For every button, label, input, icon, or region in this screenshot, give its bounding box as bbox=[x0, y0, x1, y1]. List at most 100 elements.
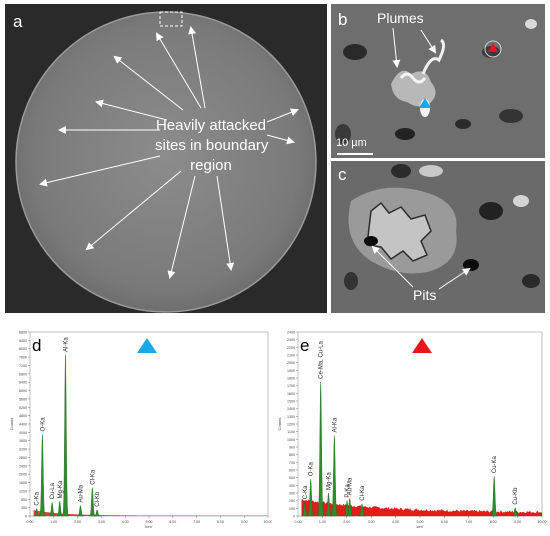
y-tick-label: 1300 bbox=[287, 415, 295, 419]
y-tick-label: 2400 bbox=[19, 464, 27, 468]
corroded-area bbox=[366, 201, 432, 262]
y-tick-label: 1200 bbox=[287, 423, 295, 427]
peak-label: Cu-Kb bbox=[513, 487, 519, 505]
y-tick-label: 1600 bbox=[19, 481, 27, 485]
surface-features bbox=[335, 19, 537, 144]
y-tick-label: 7200 bbox=[19, 364, 27, 368]
pit-arrows bbox=[371, 245, 471, 290]
y-tick-label: 4800 bbox=[19, 414, 27, 418]
x-axis-label: keV bbox=[146, 524, 153, 529]
y-tick-label: 3200 bbox=[19, 448, 27, 452]
peak-label: Mg-Ka bbox=[58, 480, 64, 498]
y-tick-label: 1000 bbox=[287, 438, 295, 442]
y-tick-label: 3600 bbox=[19, 439, 27, 443]
peak-label: Al-Ka bbox=[332, 417, 338, 432]
peak-c-ka bbox=[301, 501, 309, 517]
x-tick-label: 9.00 bbox=[241, 520, 248, 524]
peak-cl-ka bbox=[88, 487, 96, 517]
peak-label: O-Ka bbox=[40, 417, 46, 432]
y-tick-label: 700 bbox=[289, 461, 295, 465]
red-marker-ring bbox=[484, 40, 502, 58]
x-tick-label: 3.00 bbox=[368, 520, 375, 524]
panel-b-label: b bbox=[338, 10, 348, 29]
y-tick-label: 1200 bbox=[19, 489, 27, 493]
red-triangle-marker bbox=[412, 338, 432, 353]
x-tick-label: 5.00 bbox=[417, 520, 424, 524]
peak-au-ma bbox=[77, 505, 84, 517]
pits-label: Pits bbox=[413, 287, 437, 303]
peak-mg-ka bbox=[324, 492, 332, 517]
x-tick-label: 3.00 bbox=[98, 520, 105, 524]
x-tick-label: 6.00 bbox=[441, 520, 448, 524]
y-tick-label: 100 bbox=[289, 507, 295, 511]
x-tick-label: 4.00 bbox=[392, 520, 399, 524]
y-tick-label: 2200 bbox=[287, 346, 295, 350]
pit bbox=[364, 236, 378, 246]
background-continuum bbox=[33, 510, 268, 516]
y-tick-label: 1100 bbox=[287, 430, 295, 434]
y-tick-label: 4000 bbox=[19, 431, 27, 435]
x-tick-label: 0.00 bbox=[295, 520, 302, 524]
y-tick-label: 8000 bbox=[19, 347, 27, 351]
panel-b-sem-image: b Plumes 10 µm bbox=[331, 4, 545, 158]
pit bbox=[463, 259, 479, 271]
blue-triangle-marker bbox=[137, 338, 157, 353]
y-axis-label: Counts bbox=[277, 418, 282, 431]
y-tick-label: 800 bbox=[21, 498, 27, 502]
peak-label: Au-Ma bbox=[348, 477, 354, 495]
peak-label: Cu-La bbox=[50, 482, 56, 499]
y-tick-label: 7600 bbox=[19, 356, 27, 360]
y-tick-label: 1400 bbox=[287, 407, 295, 411]
y-tick-label: 200 bbox=[289, 499, 295, 503]
y-tick-label: 2300 bbox=[287, 338, 295, 342]
plume-strand bbox=[399, 72, 427, 84]
y-tick-label: 300 bbox=[289, 492, 295, 496]
peak-label: Mg-Ka bbox=[327, 472, 333, 490]
plume-arrows bbox=[392, 27, 437, 68]
annotation-heavily-attacked: Heavily attacked sites in boundary regio… bbox=[155, 117, 269, 174]
x-tick-label: 10.00 bbox=[264, 520, 273, 524]
x-tick-label: 9.00 bbox=[514, 520, 521, 524]
peak-cl-ka bbox=[358, 503, 366, 517]
x-tick-label: 10.00 bbox=[538, 520, 547, 524]
x-tick-label: 4.00 bbox=[122, 520, 129, 524]
eds-spectrum-e: 0 100 200 300 400 500 600 700 800 900 1000 1100 1200… bbox=[277, 331, 547, 530]
y-tick-label: 8800 bbox=[19, 331, 27, 335]
y-axis-label: Counts bbox=[9, 418, 14, 431]
x-tick-label: 6.00 bbox=[169, 520, 176, 524]
y-tick-label: 500 bbox=[289, 476, 295, 480]
x-tick-label: 8.00 bbox=[490, 520, 497, 524]
peak-cu-ka bbox=[490, 476, 498, 517]
attack-arrows bbox=[39, 26, 299, 279]
peak-al-ka bbox=[330, 435, 338, 517]
y-tick-label: 4400 bbox=[19, 423, 27, 427]
y-tick-label: 6800 bbox=[19, 372, 27, 376]
peak-label: C-Ka bbox=[35, 491, 41, 505]
y-tick-label: 1600 bbox=[287, 392, 295, 396]
peak-al-ka bbox=[61, 354, 70, 517]
panel-a-graphic bbox=[15, 11, 317, 313]
y-tick-label: 1500 bbox=[287, 400, 295, 404]
plumes-label: Plumes bbox=[377, 10, 424, 26]
panel-c-sem-image: c Pits bbox=[331, 161, 545, 313]
peak-o-ka bbox=[307, 479, 315, 517]
y-tick-label: 2000 bbox=[287, 361, 295, 365]
peak-cu-la bbox=[48, 501, 56, 517]
x-tick-label: 1.00 bbox=[319, 520, 326, 524]
y-tick-label: 8400 bbox=[19, 339, 27, 343]
eds-spectrum-d: 0 400 800 1200 1600 2000 2400 2800 3200 3600 4000 4… bbox=[9, 331, 273, 530]
peak-label: Ce-Ma, Cu-La bbox=[319, 340, 325, 378]
y-tick-label: 600 bbox=[289, 469, 295, 473]
peak-ce-ma-cu-la bbox=[317, 381, 325, 517]
plot-area bbox=[297, 331, 543, 517]
y-tick-label: 6400 bbox=[19, 381, 27, 385]
zoom-region-box bbox=[159, 11, 183, 27]
plot-area bbox=[29, 331, 269, 517]
x-axis-label: keV bbox=[417, 524, 424, 529]
peak-label: C-Ka bbox=[303, 485, 309, 499]
x-tick-label: 7.00 bbox=[193, 520, 200, 524]
panel-d-label: d bbox=[32, 336, 42, 355]
x-tick-label: 5.00 bbox=[146, 520, 153, 524]
panel-a-label: a bbox=[13, 12, 23, 31]
panel-a-sem-image: a Heavily attacked sites in boundary reg… bbox=[5, 4, 327, 313]
